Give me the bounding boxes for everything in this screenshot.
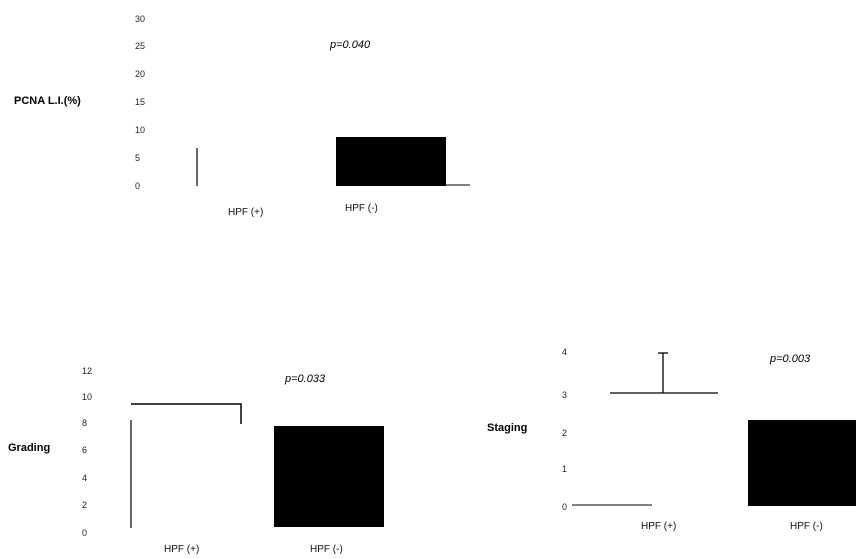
grading-y-tick: 2: [82, 500, 87, 510]
grading-y-tick: 12: [82, 366, 92, 376]
staging-category-label: HPF (-): [790, 521, 823, 532]
grading-category-label: HPF (-): [310, 544, 343, 555]
pcna-y-tick: 10: [135, 125, 145, 135]
pcna-p-value: p=0.040: [329, 39, 371, 51]
pcna-bar-hpf-minus: [336, 137, 446, 186]
staging-chart: Staging p=0.003 4 3 2 1 0 HPF (+) HPF (-…: [487, 347, 856, 532]
staging-p-value: p=0.003: [769, 353, 811, 365]
grading-y-tick: 8: [82, 418, 87, 428]
pcna-chart: PCNA L.I.(%) p=0.040 30 25 20 15 10 5 0 …: [14, 14, 470, 218]
staging-bar-hpf-minus: [748, 420, 856, 506]
staging-y-tick: 2: [562, 428, 567, 438]
grading-category-label: HPF (+): [164, 544, 199, 555]
pcna-category-label: HPF (+): [228, 207, 263, 218]
pcna-y-tick: 30: [135, 14, 145, 24]
pcna-category-label: HPF (-): [345, 203, 378, 214]
grading-bar-hpf-minus: [274, 426, 384, 527]
grading-y-tick: 4: [82, 473, 87, 483]
staging-y-tick: 1: [562, 464, 567, 474]
pcna-y-tick: 0: [135, 181, 140, 191]
pcna-y-tick: 25: [135, 41, 145, 51]
pcna-y-tick: 5: [135, 153, 140, 163]
staging-y-axis-label: Staging: [487, 422, 527, 434]
pcna-y-tick: 20: [135, 69, 145, 79]
grading-y-axis-label: Grading: [8, 442, 50, 454]
grading-chart: Grading p=0.033 12 10 8 6 4 2 0 HPF (+) …: [8, 366, 384, 555]
pcna-y-axis-label: PCNA L.I.(%): [14, 95, 81, 107]
grading-y-tick: 6: [82, 445, 87, 455]
grading-y-tick: 0: [82, 528, 87, 538]
staging-category-label: HPF (+): [641, 521, 676, 532]
staging-y-tick: 4: [562, 347, 567, 357]
staging-y-tick: 0: [562, 502, 567, 512]
grading-p-value: p=0.033: [284, 373, 326, 385]
pcna-y-tick: 15: [135, 97, 145, 107]
grading-y-tick: 10: [82, 392, 92, 402]
staging-y-tick: 3: [562, 390, 567, 400]
grading-bar-hpf-plus-outline: [131, 403, 242, 424]
